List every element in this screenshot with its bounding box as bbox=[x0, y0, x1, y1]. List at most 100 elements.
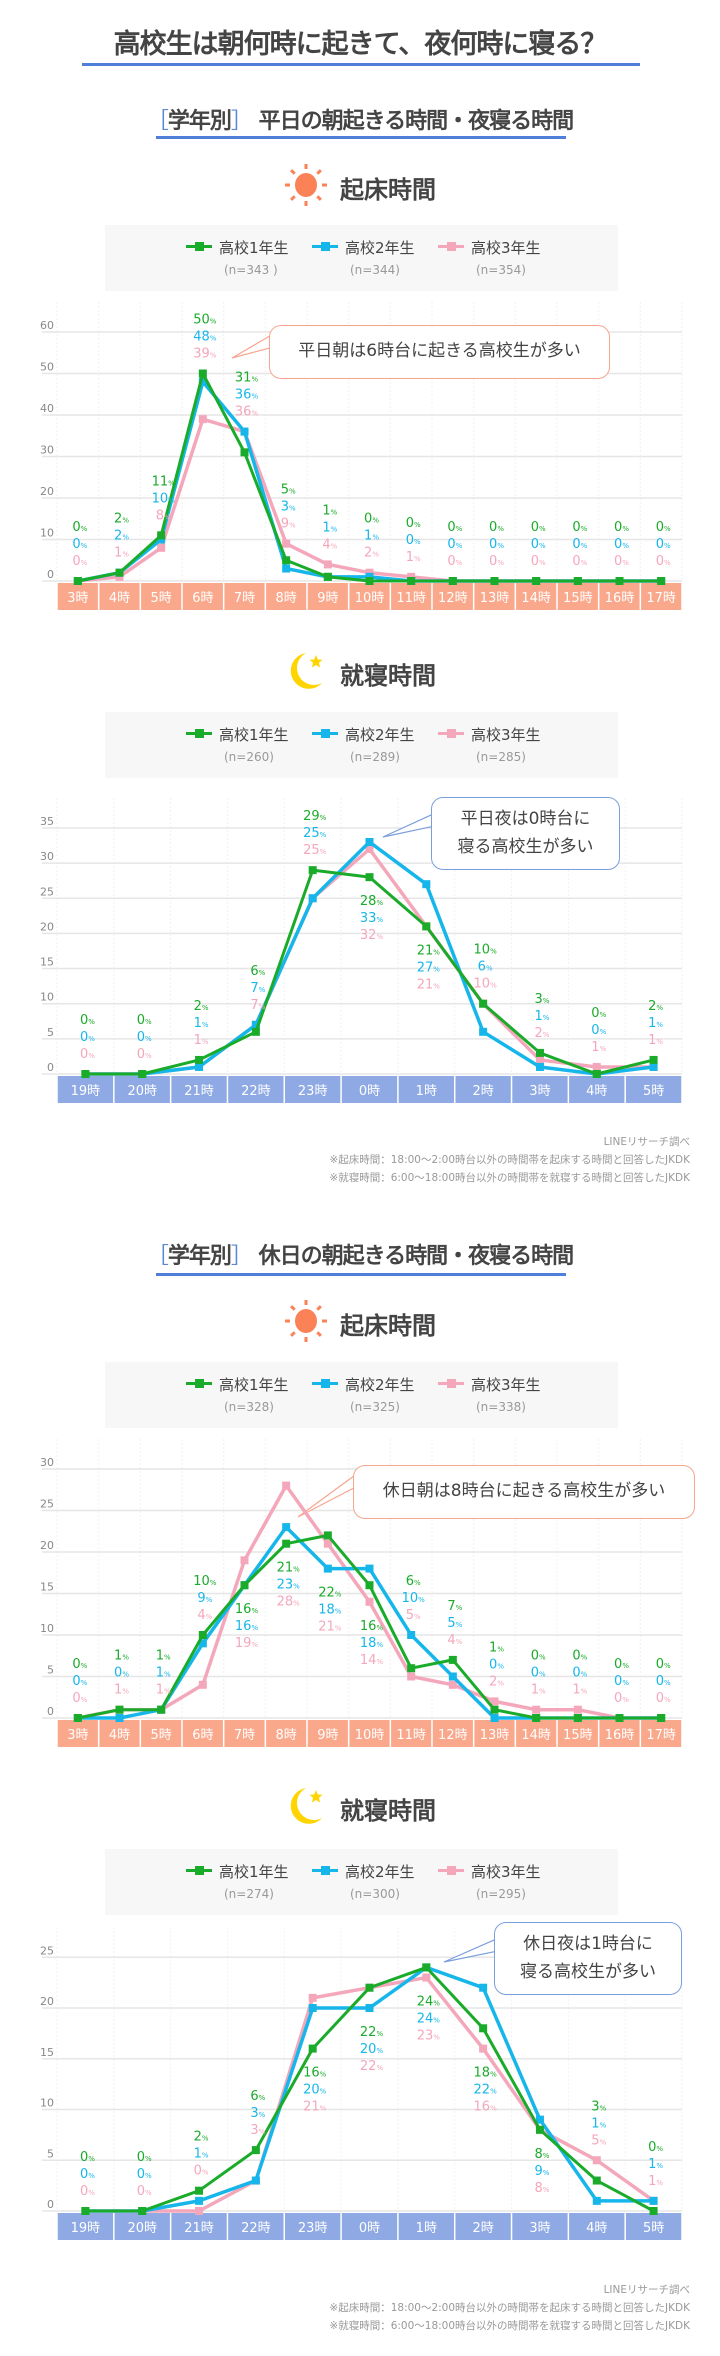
data-label: 1% bbox=[591, 2116, 606, 2131]
data-point-grade2 bbox=[615, 577, 624, 585]
data-label-value: 14 bbox=[360, 1653, 377, 1668]
data-point-grade2 bbox=[592, 2196, 601, 2205]
x-tick-label: 3時 bbox=[529, 1084, 550, 1099]
data-label-unit: % bbox=[320, 831, 327, 839]
data-label: 0% bbox=[80, 2167, 95, 2182]
x-category-cell bbox=[391, 1720, 432, 1747]
data-label: 5% bbox=[591, 2133, 606, 2148]
data-label-value: 0 bbox=[489, 520, 497, 535]
data-point-grade2 bbox=[657, 1714, 666, 1722]
data-label-value: 29 bbox=[303, 809, 320, 824]
data-label-value: 1 bbox=[572, 1683, 580, 1698]
data-point-grade3 bbox=[657, 577, 666, 585]
data-label: 25% bbox=[303, 826, 327, 841]
data-label: 24% bbox=[417, 1995, 441, 2010]
legend-sample-size: (n=343 ) bbox=[224, 263, 278, 277]
data-label-value: 1 bbox=[648, 2174, 656, 2189]
data-label-unit: % bbox=[168, 496, 175, 504]
data-label-unit: % bbox=[251, 1607, 258, 1615]
data-label-unit: % bbox=[376, 2064, 383, 2072]
data-label-value: 25 bbox=[303, 843, 320, 858]
data-label: 7% bbox=[250, 998, 265, 1013]
x-tick-label: 16時 bbox=[605, 591, 635, 606]
data-label: 1% bbox=[591, 1040, 606, 1055]
data-label-value: 23 bbox=[417, 2029, 434, 2044]
data-label: 0% bbox=[489, 537, 504, 552]
data-point-grade1 bbox=[535, 1048, 544, 1057]
data-label-unit: % bbox=[81, 1696, 88, 1704]
legend-series-name: 高校2年生 bbox=[345, 726, 415, 744]
data-label-unit: % bbox=[490, 2088, 497, 2096]
y-tick-label: 5 bbox=[47, 1026, 54, 1039]
data-label: 0% bbox=[406, 516, 421, 531]
data-point-grade2 bbox=[115, 568, 124, 577]
data-label: 2% bbox=[194, 2130, 209, 2145]
series-line-grade1 bbox=[85, 868, 654, 1076]
data-point-grade3 bbox=[532, 577, 541, 585]
x-tick-label: 11時 bbox=[396, 591, 426, 606]
legend-series-name: 高校3年生 bbox=[471, 239, 541, 257]
data-label-unit: % bbox=[656, 1004, 663, 1012]
data-label-value: 22 bbox=[474, 2083, 491, 2098]
data-point-grade3 bbox=[323, 1539, 332, 1548]
annotation-callout: 休日朝は8時台に起きる高校生が多い bbox=[353, 1465, 695, 1519]
data-label: 7% bbox=[447, 1599, 462, 1614]
data-point-grade1 bbox=[532, 577, 541, 585]
data-label: 0% bbox=[656, 1691, 671, 1706]
x-tick-label: 7時 bbox=[234, 591, 255, 606]
data-label: 21% bbox=[277, 1561, 301, 1576]
x-tick-label: 5時 bbox=[151, 591, 172, 606]
legend-swatch-icon bbox=[312, 729, 338, 738]
data-label-value: 7 bbox=[447, 1599, 455, 1614]
x-category-cell bbox=[307, 583, 348, 610]
data-label-value: 1 bbox=[591, 2116, 599, 2131]
data-point-grade3 bbox=[592, 1062, 601, 1071]
data-point-grade2 bbox=[448, 1672, 457, 1681]
data-label-value: 0 bbox=[531, 1649, 539, 1664]
data-label-unit: % bbox=[145, 2155, 152, 2163]
data-point-grade1 bbox=[479, 999, 488, 1008]
x-category-cell bbox=[171, 2213, 227, 2240]
data-label-unit: % bbox=[145, 2189, 152, 2197]
data-label-value: 7 bbox=[250, 981, 258, 996]
series-line-grade3 bbox=[85, 847, 654, 1076]
legend-sample-size: (n=325) bbox=[350, 1400, 400, 1414]
data-label-unit: % bbox=[372, 551, 379, 559]
x-tick-label: 22時 bbox=[241, 2221, 271, 2236]
chart-heading-text: 就寝時間 bbox=[340, 661, 436, 690]
x-category-cell bbox=[641, 583, 682, 610]
x-category-cell bbox=[141, 583, 182, 610]
series-line-grade2 bbox=[77, 1525, 662, 1720]
data-label-unit: % bbox=[320, 2105, 327, 2113]
data-label-unit: % bbox=[331, 508, 338, 516]
data-label-unit: % bbox=[331, 525, 338, 533]
data-label: 1% bbox=[648, 1016, 663, 1031]
chart-legend: 高校1年生 (n=274) 高校2年生 (n=300) 高校3年生 (n=295… bbox=[105, 1849, 618, 1915]
data-label: 10% bbox=[474, 977, 498, 992]
x-category-cell bbox=[341, 1076, 398, 1103]
data-label-unit: % bbox=[164, 513, 171, 521]
x-category-cell bbox=[114, 1076, 170, 1103]
data-label: 36% bbox=[235, 405, 259, 420]
legend-swatch-icon bbox=[186, 729, 212, 738]
data-label-unit: % bbox=[251, 410, 258, 418]
series-line-grade2 bbox=[77, 380, 662, 583]
legend-sample-size: (n=274) bbox=[224, 1887, 274, 1901]
x-category-cell bbox=[114, 2213, 170, 2240]
data-label-unit: % bbox=[414, 538, 421, 546]
x-tick-label: 4時 bbox=[586, 2221, 607, 2236]
x-tick-label: 1時 bbox=[416, 1084, 437, 1099]
data-label-unit: % bbox=[456, 1621, 463, 1629]
x-category-cell bbox=[641, 1720, 682, 1747]
legend-sample-size: (n=300) bbox=[350, 1887, 400, 1901]
data-label-value: 0 bbox=[531, 537, 539, 552]
x-category-cell bbox=[391, 583, 432, 610]
data-point-grade1 bbox=[323, 1531, 332, 1540]
data-label-value: 0 bbox=[572, 520, 580, 535]
data-point-grade2 bbox=[73, 577, 82, 585]
data-label-value: 0 bbox=[656, 1674, 664, 1689]
data-point-grade2 bbox=[535, 1062, 544, 1071]
data-label-value: 0 bbox=[137, 1047, 145, 1062]
data-point-grade1 bbox=[365, 873, 374, 882]
data-label-unit: % bbox=[539, 1671, 546, 1679]
